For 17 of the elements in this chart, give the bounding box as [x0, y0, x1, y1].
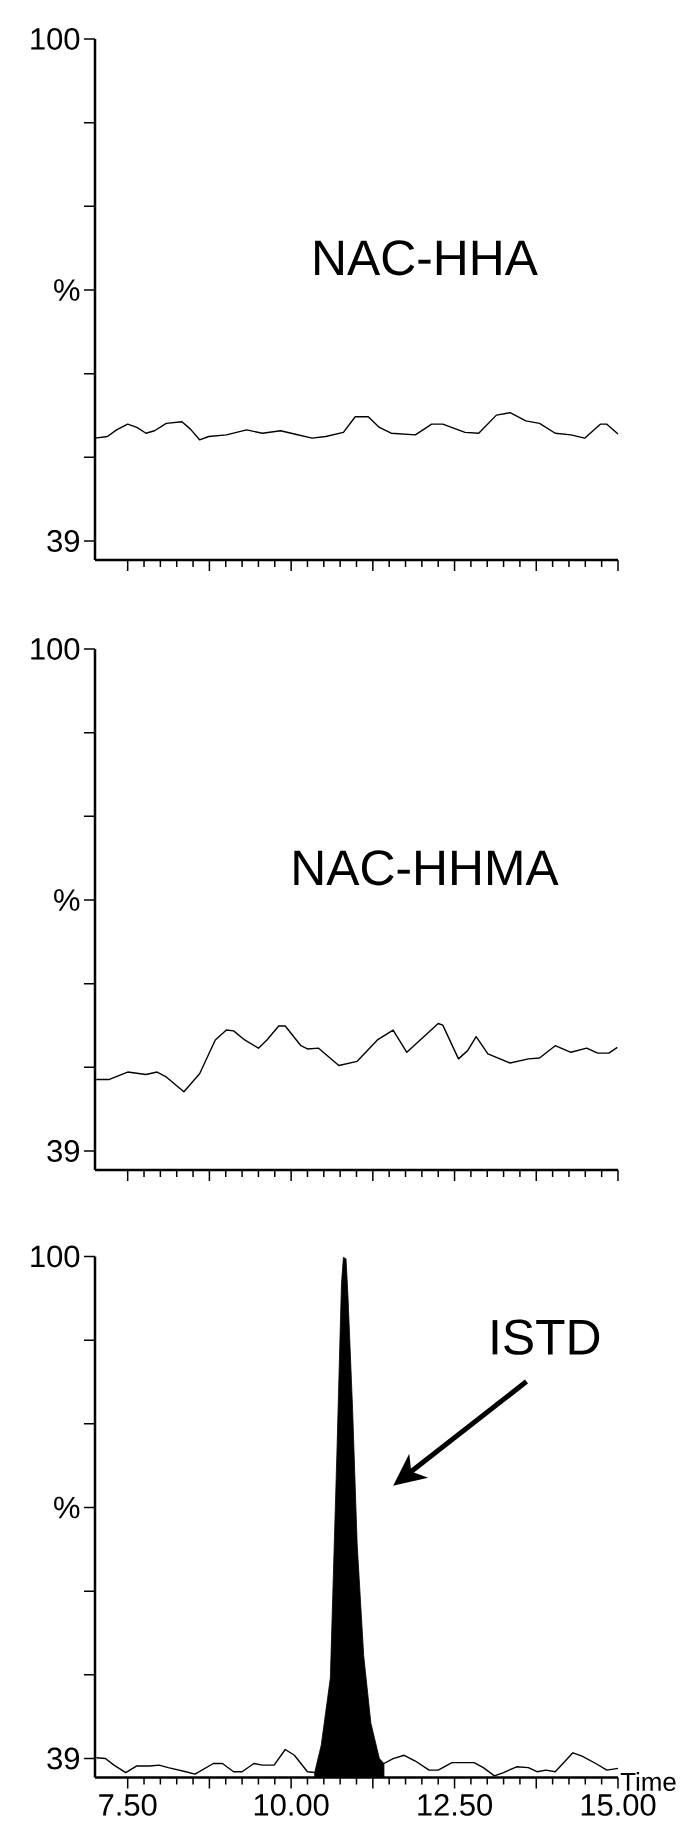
y-tick-label: % — [54, 279, 80, 301]
x-axis-title: Time — [620, 1771, 676, 1791]
y-tick-label: % — [54, 889, 80, 911]
text: NAC-HHMA — [294, 850, 559, 886]
y-tick-label: 100 — [31, 28, 80, 50]
y-tick-label: 39 — [47, 1140, 80, 1162]
x-tick-label: 7.50 — [99, 1794, 157, 1816]
annotation: ISTD — [492, 1319, 600, 1355]
y-tick-label: 39 — [47, 530, 80, 552]
x-tick-label: 15.00 — [581, 1794, 656, 1816]
text: NAC-HHA — [315, 240, 538, 276]
x-tick-label: 10.00 — [254, 1794, 329, 1816]
y-tick-label: 39 — [47, 1747, 80, 1770]
y-tick-label: 100 — [31, 1245, 80, 1268]
x-tick-label: 12.50 — [418, 1794, 492, 1816]
y-tick-label: 100 — [31, 638, 80, 660]
y-tick-label: % — [54, 1496, 80, 1519]
